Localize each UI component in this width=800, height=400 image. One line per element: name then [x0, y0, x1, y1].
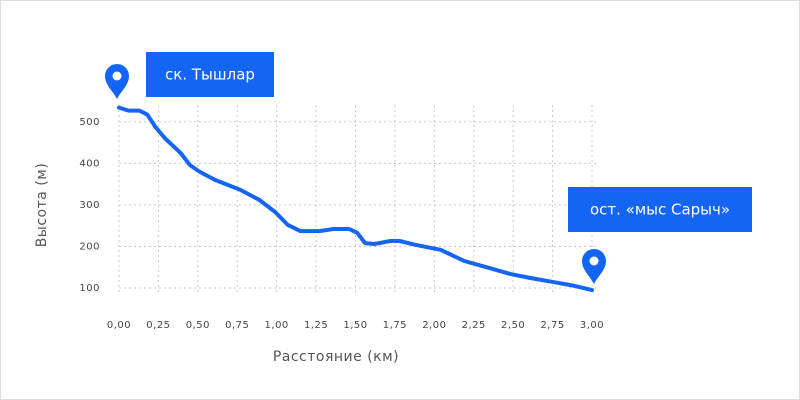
y-tick-label: 500 — [79, 117, 100, 128]
x-tick-label: 2,00 — [422, 320, 446, 331]
annotation-box — [568, 187, 752, 232]
x-tick-label: 1,25 — [304, 320, 328, 331]
x-tick-label: 2,50 — [501, 320, 525, 331]
x-tick-label: 1,75 — [383, 320, 407, 331]
pin-dot — [112, 71, 122, 81]
pin-icon — [582, 249, 606, 284]
y-axis-label: Высота (м) — [34, 163, 50, 248]
x-tick-label: 2,25 — [462, 320, 486, 331]
x-tick-label: 0,75 — [225, 320, 249, 331]
x-tick-label: 1,00 — [265, 320, 289, 331]
x-tick-label: 3,00 — [580, 320, 604, 331]
elevation-line — [117, 105, 594, 293]
annotation-text: ск. Тышлар — [165, 66, 255, 84]
y-tick-label: 400 — [79, 158, 100, 169]
pin-dot — [589, 256, 599, 266]
x-tick-label: 0,50 — [186, 320, 210, 331]
x-tick-label: 1,50 — [343, 320, 367, 331]
y-tick-label: 200 — [79, 241, 100, 252]
x-tick-label: 2,75 — [540, 320, 564, 331]
y-tick-label: 100 — [79, 283, 100, 294]
x-tick-label: 0,00 — [107, 320, 131, 331]
x-axis-label: Расстояние (км) — [273, 349, 399, 365]
pin-icon — [105, 64, 129, 99]
y-tick-label: 300 — [79, 200, 100, 211]
annotation-box — [146, 52, 274, 97]
x-tick-label: 0,25 — [146, 320, 170, 331]
annotation-text: ост. «мыс Сарыч» — [590, 201, 730, 219]
